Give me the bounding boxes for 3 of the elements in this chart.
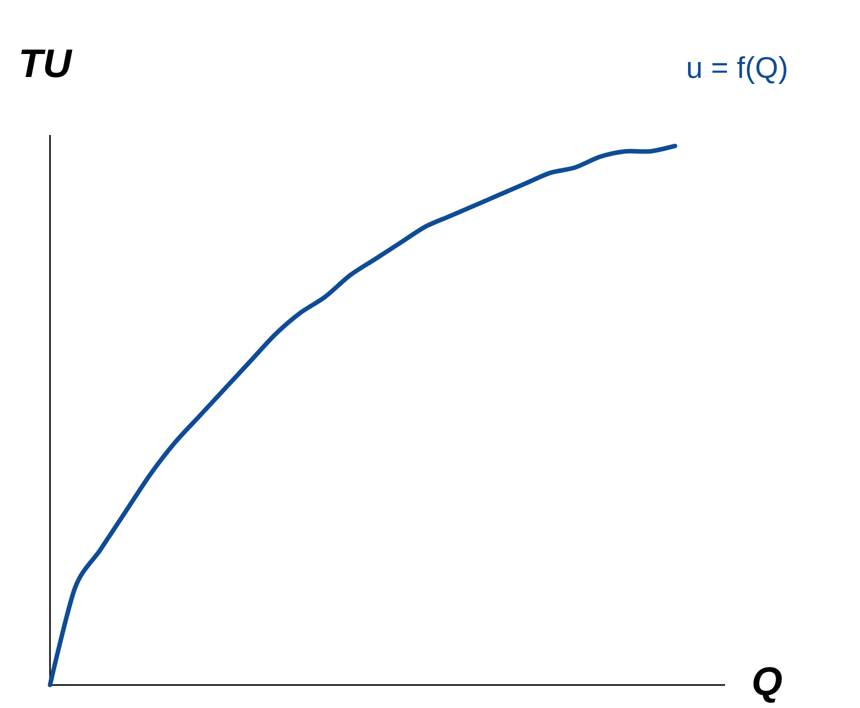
x-axis-title: Q <box>753 667 782 703</box>
text: u = f(Q) <box>688 56 786 84</box>
y-axis-title: TU <box>21 50 72 78</box>
